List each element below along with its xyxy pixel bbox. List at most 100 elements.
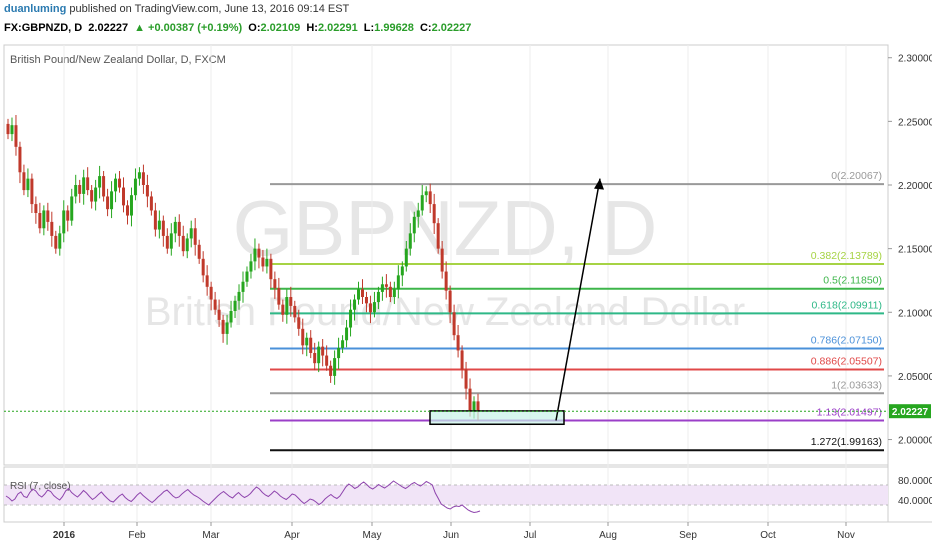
candle-body — [321, 346, 325, 356]
candle-body — [257, 248, 261, 258]
candle-body — [26, 178, 30, 191]
candle-body — [233, 300, 237, 311]
candle-body — [173, 221, 177, 234]
open-label: O: — [248, 22, 261, 34]
candle-body — [118, 178, 122, 188]
candle-body — [241, 281, 245, 292]
candle-body — [66, 210, 70, 221]
projection-arrowhead — [594, 178, 604, 190]
candle-body — [74, 185, 78, 197]
candle-body — [185, 238, 189, 252]
candle-body — [46, 210, 50, 222]
candle-body — [22, 172, 26, 191]
candle-body — [444, 271, 448, 291]
x-tick-label: Feb — [128, 530, 146, 541]
candle-body — [221, 319, 225, 334]
candle-body — [157, 220, 161, 230]
candle-body — [149, 196, 153, 211]
up-arrow-icon: ▲ — [134, 22, 146, 34]
candle-body — [345, 327, 349, 341]
candle-body — [10, 125, 14, 135]
candle-body — [193, 228, 197, 245]
x-tick-label: Oct — [760, 530, 776, 541]
x-tick-label: Nov — [837, 530, 855, 541]
y-tick-label: 2.05000 — [898, 372, 932, 383]
candle-body — [62, 210, 66, 234]
published-text: published on TradingView.com, June 13, 2… — [69, 3, 350, 15]
candle-body — [313, 353, 317, 364]
candle-body — [416, 210, 420, 217]
candle-body — [297, 317, 301, 329]
candle-body — [261, 257, 265, 267]
candle-body — [165, 235, 169, 249]
candle-body — [133, 178, 137, 196]
author-link[interactable]: duanluming — [4, 3, 67, 15]
candle-body — [70, 196, 74, 221]
x-tick-label: Apr — [284, 530, 300, 541]
candle-body — [325, 355, 329, 366]
candle-body — [349, 309, 353, 328]
symbol-label[interactable]: FX:GBPNZD, D — [4, 22, 83, 34]
candle-body — [293, 305, 297, 318]
fib-level-label: 0.786(2.07150) — [811, 335, 882, 347]
candle-body — [265, 258, 269, 267]
candle-body — [337, 347, 341, 359]
candle-body — [368, 303, 372, 313]
candle-body — [317, 346, 321, 364]
candle-body — [464, 369, 468, 389]
candle-body — [285, 297, 289, 315]
candle-body — [98, 176, 102, 188]
fib-level-label: 1(2.03633) — [831, 379, 882, 391]
candle-body — [78, 185, 82, 194]
fib-level-label: 0(2.20067) — [831, 170, 882, 182]
y-tick-label: 2.15000 — [898, 245, 932, 256]
candle-body — [213, 299, 217, 310]
candle-body — [189, 228, 193, 239]
candle-body — [440, 248, 444, 272]
fib-level-label: 0.382(2.13789) — [811, 250, 882, 262]
close-label: C: — [419, 22, 432, 34]
publish-header: duanluming published on TradingView.com,… — [4, 3, 349, 15]
candle-body — [141, 172, 145, 185]
high-value: 2.02291 — [317, 22, 358, 34]
candle-body — [34, 204, 38, 213]
y-tick-label: 2.00000 — [898, 436, 932, 447]
fib-level-label: 0.5(2.11850) — [823, 275, 882, 287]
candle-body — [269, 258, 273, 280]
watermark-symbol: GBPNZD, D — [233, 184, 658, 272]
candle-body — [460, 350, 464, 370]
rsi-band — [4, 485, 888, 505]
low-label: L: — [363, 22, 375, 34]
candle-body — [456, 335, 460, 351]
candle-body — [161, 220, 165, 236]
candle-body — [114, 178, 118, 192]
candle-body — [38, 213, 42, 229]
candle-body — [253, 248, 257, 262]
candle-body — [301, 328, 305, 346]
target-zone-box — [429, 410, 565, 426]
x-tick-label: May — [363, 530, 382, 541]
candle-body — [122, 187, 126, 206]
candle-body — [360, 289, 364, 297]
candle-body — [424, 191, 428, 196]
candle-body — [452, 312, 456, 336]
candle-body — [237, 291, 241, 301]
y-tick-label: 2.10000 — [898, 308, 932, 319]
candle-body — [476, 401, 480, 412]
candle-body — [30, 178, 34, 205]
candle-body — [408, 233, 412, 249]
candle-body — [249, 261, 253, 272]
candle-body — [197, 244, 201, 259]
candle-body — [392, 289, 396, 297]
candle-body — [376, 291, 380, 303]
candle-body — [94, 187, 98, 202]
candle-body — [102, 176, 106, 197]
candle-body — [384, 284, 388, 287]
rsi-line — [5, 480, 481, 514]
candle-body — [181, 235, 185, 252]
candle-body — [225, 322, 229, 334]
fib-level-label: 0.618(2.09911) — [812, 299, 882, 311]
candle-body — [145, 185, 149, 197]
